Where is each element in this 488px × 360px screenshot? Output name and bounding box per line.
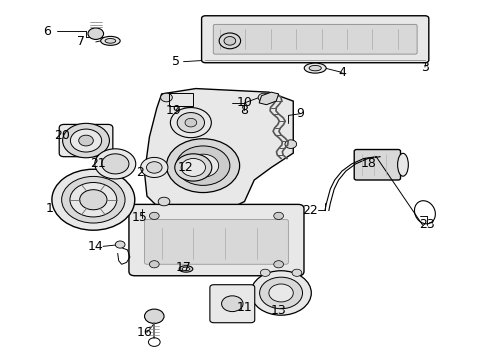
- Text: 21: 21: [90, 157, 106, 170]
- Circle shape: [115, 241, 125, 248]
- FancyBboxPatch shape: [201, 16, 428, 63]
- Circle shape: [221, 296, 243, 312]
- Circle shape: [176, 146, 229, 185]
- Text: 10: 10: [236, 96, 252, 109]
- Text: 23: 23: [419, 218, 434, 231]
- Text: 12: 12: [178, 161, 193, 174]
- Circle shape: [258, 93, 269, 102]
- Circle shape: [224, 37, 235, 45]
- Circle shape: [219, 33, 240, 49]
- Circle shape: [174, 154, 211, 181]
- Text: 17: 17: [175, 261, 191, 274]
- Ellipse shape: [308, 66, 321, 71]
- Circle shape: [291, 269, 301, 276]
- Circle shape: [95, 149, 136, 179]
- Ellipse shape: [304, 63, 325, 73]
- Text: 2: 2: [136, 166, 143, 179]
- Text: 5: 5: [172, 55, 180, 68]
- Circle shape: [52, 169, 135, 230]
- Circle shape: [250, 271, 311, 315]
- Polygon shape: [259, 92, 278, 105]
- Text: 11: 11: [236, 301, 252, 314]
- FancyBboxPatch shape: [209, 285, 254, 323]
- Circle shape: [141, 157, 167, 177]
- Circle shape: [62, 123, 109, 158]
- Text: 8: 8: [240, 104, 248, 117]
- Circle shape: [88, 28, 103, 40]
- Circle shape: [79, 135, 93, 146]
- FancyBboxPatch shape: [144, 220, 288, 264]
- Circle shape: [177, 113, 204, 133]
- Polygon shape: [144, 89, 293, 216]
- Circle shape: [187, 154, 218, 177]
- Circle shape: [70, 129, 102, 152]
- Circle shape: [70, 183, 117, 217]
- Ellipse shape: [105, 39, 116, 43]
- Text: 3: 3: [420, 60, 428, 73]
- Text: 13: 13: [270, 305, 286, 318]
- Text: 6: 6: [43, 25, 51, 38]
- FancyBboxPatch shape: [129, 204, 304, 276]
- Circle shape: [146, 162, 162, 173]
- Circle shape: [149, 212, 159, 220]
- Circle shape: [273, 261, 283, 268]
- Circle shape: [285, 140, 296, 148]
- Circle shape: [260, 269, 269, 276]
- FancyBboxPatch shape: [353, 149, 400, 180]
- Ellipse shape: [397, 153, 407, 176]
- Circle shape: [273, 212, 283, 220]
- Circle shape: [181, 158, 205, 176]
- Circle shape: [149, 261, 159, 268]
- Circle shape: [144, 309, 163, 323]
- Circle shape: [259, 277, 302, 309]
- Circle shape: [61, 176, 125, 223]
- Text: 20: 20: [54, 129, 69, 142]
- Circle shape: [158, 197, 169, 206]
- Text: 16: 16: [136, 326, 152, 339]
- Ellipse shape: [101, 36, 120, 45]
- Text: 22: 22: [302, 204, 318, 217]
- Circle shape: [170, 108, 211, 138]
- FancyBboxPatch shape: [59, 125, 113, 157]
- Text: 14: 14: [88, 240, 103, 253]
- FancyBboxPatch shape: [213, 24, 416, 54]
- Circle shape: [160, 93, 172, 102]
- Ellipse shape: [182, 267, 189, 271]
- Text: 4: 4: [337, 66, 345, 79]
- Circle shape: [166, 139, 239, 193]
- Text: 18: 18: [360, 157, 376, 170]
- Text: 7: 7: [77, 35, 85, 49]
- Text: 1: 1: [45, 202, 53, 215]
- Text: 19: 19: [165, 104, 182, 117]
- Text: 15: 15: [131, 211, 147, 224]
- Circle shape: [80, 190, 107, 210]
- Circle shape: [102, 154, 129, 174]
- Ellipse shape: [179, 266, 192, 272]
- Circle shape: [184, 118, 196, 127]
- Text: 9: 9: [296, 107, 304, 120]
- Circle shape: [268, 284, 293, 302]
